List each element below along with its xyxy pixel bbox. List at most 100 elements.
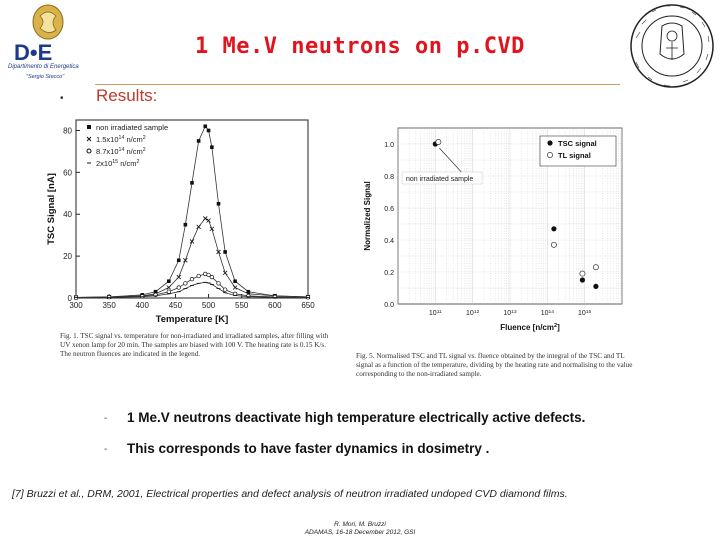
data-point: [176, 285, 181, 290]
y-axis-label: Normalized Signal: [363, 181, 372, 250]
series-line: [75, 125, 309, 298]
data-point: [196, 139, 201, 143]
data-point: [183, 222, 188, 227]
logo-text: D•E: [14, 40, 53, 65]
data-point: [216, 201, 221, 206]
normalized-signal-chart: 0.0 0.2 0.4 0.6 0.8 1.0 1011 1012 1013 1014 1015 Fl…: [363, 127, 623, 332]
y-tick-label: 60: [63, 168, 72, 177]
data-point: [246, 289, 251, 294]
footer-event: ADAMAS, 16-18 December 2012, GSI: [304, 529, 416, 536]
y-tick-label: 40: [63, 210, 72, 219]
data-point: [189, 277, 195, 282]
legend-marker: [547, 140, 553, 146]
bullet-marker: •: [60, 93, 64, 104]
data-point: [196, 273, 201, 279]
legend-entry: TSC signal: [558, 139, 597, 148]
data-point: [206, 272, 211, 278]
x-tick-label: 450: [169, 301, 183, 310]
data-point: [202, 216, 208, 221]
data-point: [550, 241, 557, 248]
data-point: [222, 270, 228, 276]
data-point: [153, 289, 158, 294]
figure1-caption: Fig. 1. TSC signal vs. temperature for n…: [60, 332, 329, 358]
x-tick-label: 300: [69, 301, 83, 310]
legend-marker: [547, 152, 553, 158]
x-tick-label: 650: [301, 301, 315, 310]
y-tick-label: 80: [63, 126, 72, 135]
logo-caption: Dipartimento di Energetica: [8, 64, 79, 70]
data-point: [223, 250, 227, 254]
legend-marker: [87, 125, 91, 129]
data-point: [196, 224, 201, 230]
legend-entry: 2x1015 n/cm2: [96, 159, 139, 168]
y-tick-label: 0.4: [384, 238, 394, 245]
data-point: [183, 258, 188, 263]
x-tick-label: 1014: [541, 309, 555, 318]
data-point: [189, 239, 195, 244]
data-point: [233, 279, 237, 284]
data-point: [435, 139, 442, 145]
data-point: [232, 285, 238, 290]
bullet-dash: -: [104, 444, 108, 455]
results-heading: Results:: [96, 86, 158, 105]
y-axis-label: TSC Signal [nA]: [46, 173, 57, 245]
data-point: [203, 124, 208, 129]
series-line: [75, 281, 309, 298]
data-point: [222, 287, 228, 292]
logo-emblem-icon: [32, 4, 64, 40]
legend-marker: [86, 136, 92, 142]
y-tick-label: 0: [68, 294, 73, 303]
slide-title: 1 Me.V neutrons on p.CVD: [195, 34, 525, 59]
series-line: [75, 217, 309, 298]
y-tick-label: 1.0: [384, 142, 394, 149]
y-tick-label: 20: [63, 252, 72, 261]
data-point: [190, 181, 194, 185]
data-point: [216, 249, 221, 255]
y-tick-label: 0.6: [384, 206, 394, 213]
data-point: [176, 274, 182, 280]
annotation-box: [401, 171, 483, 185]
data-point: [592, 264, 599, 271]
legend-entry: 1.5x1014 n/cm2: [96, 135, 146, 144]
title-divider: [95, 84, 620, 85]
footer-authors: R. Mori, M. Bruzzi: [334, 521, 386, 528]
figure2-caption: Fig. 5. Normalised TSC and TL signal vs.…: [356, 352, 633, 378]
data-point: [579, 270, 586, 277]
x-tick-label: 1013: [503, 309, 517, 318]
university-seal: [626, 2, 718, 90]
data-point: [183, 281, 188, 286]
legend-entry: 8.7x1014 n/cm2: [96, 147, 146, 156]
x-tick-label: 1011: [429, 309, 442, 318]
x-tick-label: 350: [102, 301, 116, 310]
x-tick-label: 600: [268, 301, 282, 310]
x-tick-label: 400: [136, 301, 150, 310]
tsc-chart: 300 350 400 450 500 550 600 650 0 20 40 60 80 Tempera…: [46, 119, 315, 325]
footer-credits: R. Mori, M. Bruzzi ADAMAS, 16-18 Decembe…: [240, 521, 480, 537]
legend-box: [539, 135, 617, 167]
data-point: [593, 283, 599, 289]
x-tick-label: 550: [235, 301, 249, 310]
annotation-text: non irradiated sample: [406, 176, 473, 183]
y-tick-label: 0.0: [384, 302, 394, 309]
x-tick-label: 1012: [466, 309, 480, 318]
legend-entry: TL signal: [558, 151, 591, 160]
legend-marker: [86, 148, 92, 154]
data-point: [166, 289, 171, 294]
data-point: [206, 128, 211, 133]
reference-citation: [7] Bruzzi et al., DRM, 2001, Electrical…: [12, 488, 568, 500]
series-line: [75, 273, 309, 298]
data-point: [579, 277, 586, 283]
logo-subcaption: "Sergio Stecco": [26, 74, 65, 80]
y-tick-label: 0.8: [384, 174, 394, 181]
legend-entry: non irradiated sample: [96, 123, 168, 132]
data-point: [166, 285, 172, 290]
x-tick-label: 1015: [578, 309, 592, 318]
bullet-item: 1 Me.V neutrons deactivate high temperat…: [127, 410, 586, 425]
plot-frame: [75, 119, 309, 299]
department-logo: D•E Dipartimento di Energetica "Sergio S…: [4, 2, 96, 92]
seal-icon: [630, 4, 714, 88]
data-point: [209, 226, 215, 232]
y-tick-label: 0.2: [384, 270, 394, 277]
data-point: [216, 281, 221, 286]
annotation-arrow: [439, 147, 462, 173]
